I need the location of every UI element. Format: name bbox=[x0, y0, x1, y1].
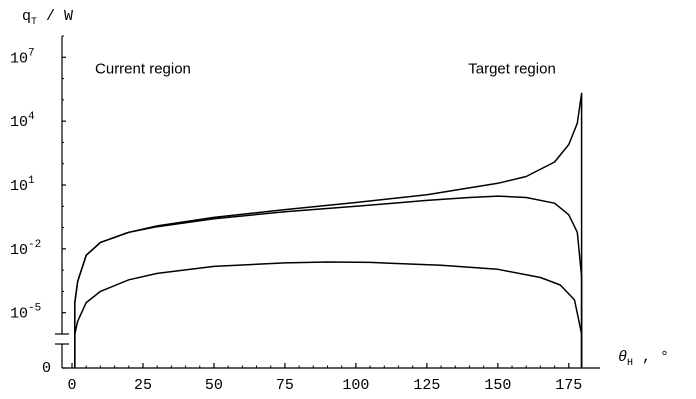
axes bbox=[55, 36, 600, 369]
series-line-1 bbox=[74, 92, 583, 368]
series-group bbox=[74, 92, 583, 368]
y-tick-label: 107 bbox=[10, 47, 35, 67]
y-tick-label: 10-2 bbox=[10, 239, 41, 259]
x-tick-label: 175 bbox=[555, 377, 582, 394]
y-tick-label: 10-5 bbox=[10, 303, 41, 323]
series-line-3 bbox=[74, 261, 583, 368]
y-axis-label: qT / W bbox=[22, 8, 73, 28]
x-ticks: 0 25 50 75 100 125 150 175 bbox=[67, 363, 582, 394]
annotations: Current region Target region bbox=[95, 60, 556, 77]
x-tick-label: 125 bbox=[413, 377, 440, 394]
y-ticks: 10-5 10-2 101 104 107 0 bbox=[10, 35, 66, 377]
x-tick-label: 50 bbox=[205, 377, 223, 394]
x-tick-label: 75 bbox=[276, 377, 294, 394]
y-zero-label: 0 bbox=[42, 360, 51, 377]
y-tick-label: 104 bbox=[10, 111, 35, 131]
x-axis-label: θH , ° bbox=[618, 349, 669, 369]
x-tick-label: 100 bbox=[342, 377, 369, 394]
x-tick-label: 25 bbox=[134, 377, 152, 394]
series-line-2 bbox=[74, 195, 583, 368]
y-tick-label: 101 bbox=[10, 175, 35, 195]
x-tick-label: 150 bbox=[484, 377, 511, 394]
annotation: Target region bbox=[468, 60, 556, 77]
annotation: Current region bbox=[95, 60, 191, 77]
x-tick-label: 0 bbox=[67, 377, 76, 394]
